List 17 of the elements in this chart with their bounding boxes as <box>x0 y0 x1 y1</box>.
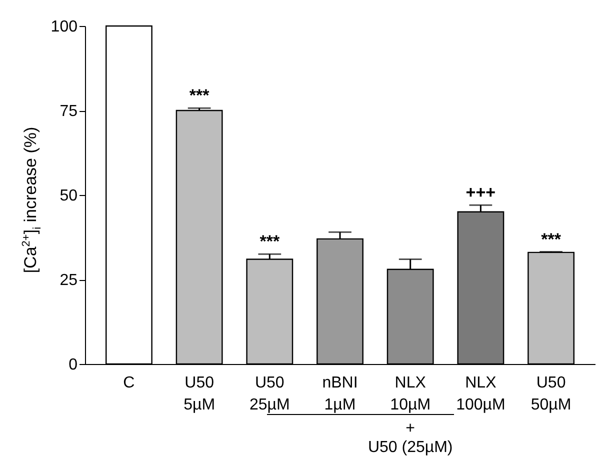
y-tick-label: 50 <box>60 188 78 204</box>
y-tick-label: 0 <box>68 356 78 374</box>
annotation: +++ <box>466 183 496 202</box>
annotation: *** <box>541 230 562 249</box>
y-tick-label: 25 <box>60 272 78 289</box>
x-tick-label: U50 50µM <box>530 374 572 414</box>
text: + U50 (25µM) <box>368 420 453 456</box>
annotation: *** <box>189 86 210 106</box>
x-tick-label: U50 5µM <box>184 374 216 414</box>
y-tick-label: 100 <box>50 18 78 36</box>
y-tick-label: 75 <box>60 103 78 120</box>
x-tick-label: NLX 100µM <box>456 374 506 414</box>
annotation: *** <box>260 232 280 252</box>
x-tick-label: U50 25µM <box>249 374 290 414</box>
x-tick-label: nBNI 1µM <box>322 374 358 414</box>
x-tick-label: NLX 10µM <box>390 374 431 414</box>
x-tick-label: C <box>123 374 135 392</box>
